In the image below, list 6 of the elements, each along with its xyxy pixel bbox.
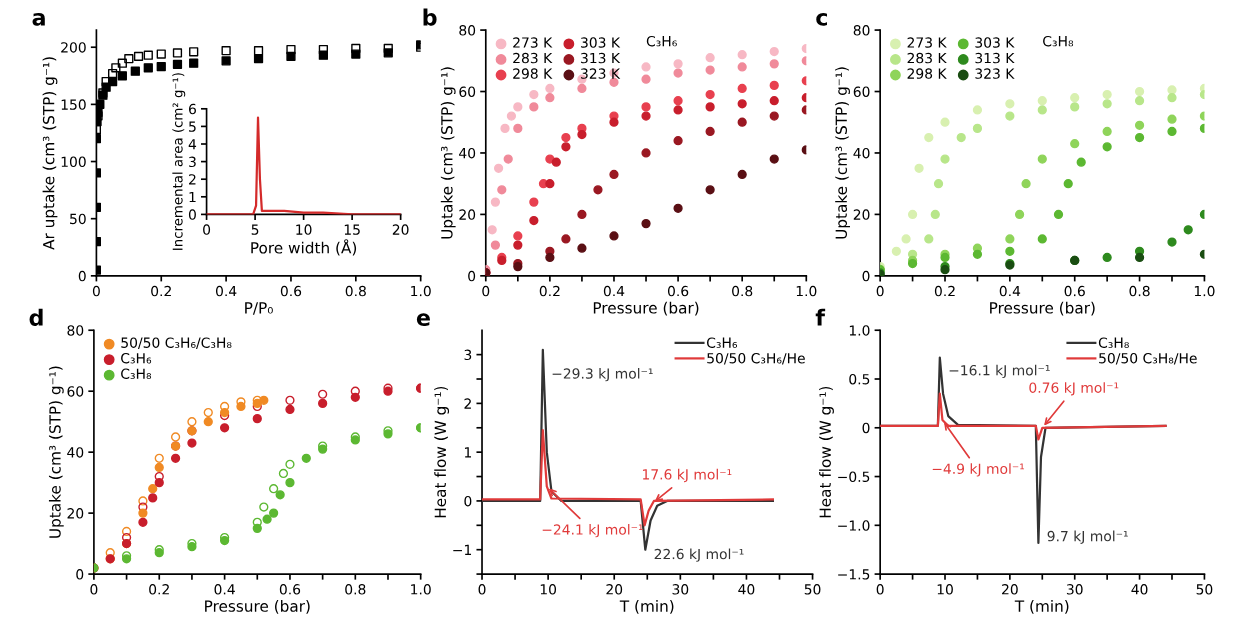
chart-title: a: [32, 13, 45, 26]
chart-title: e: [416, 313, 430, 326]
chart-title: f: [815, 308, 826, 326]
chart-title: d: [29, 308, 43, 326]
chart-title: b: [423, 8, 437, 26]
chart-title: c: [816, 13, 827, 26]
